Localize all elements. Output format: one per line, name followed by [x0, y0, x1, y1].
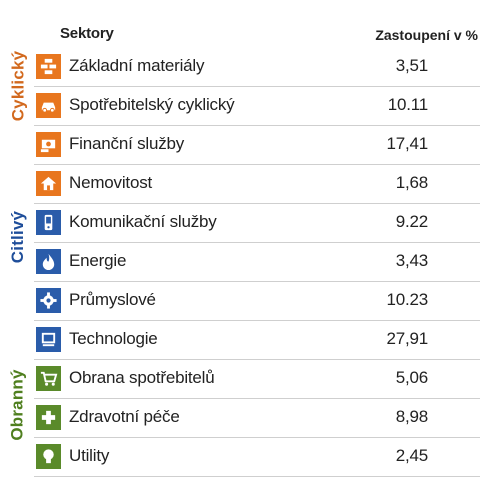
- sector-name: Spotřebitelský cyklický: [69, 95, 235, 114]
- house-icon: [36, 171, 61, 196]
- table-row: Zdravotní péče 8,98: [34, 399, 480, 438]
- sector-value: 3,43: [395, 251, 428, 270]
- sector-value: 5,06: [395, 368, 428, 387]
- cross-icon: [36, 405, 61, 430]
- flame-icon: [36, 249, 61, 274]
- bricks-icon: [36, 54, 61, 79]
- sector-value: 17,41: [386, 134, 428, 153]
- sector-name: Nemovitost: [69, 173, 153, 192]
- sector-name: Technologie: [69, 329, 158, 348]
- sector-value: 9.22: [395, 212, 428, 231]
- group-label-sensitive: Citlivý: [8, 210, 28, 264]
- sector-value: 27,91: [386, 329, 428, 348]
- sector-table-body: Základní materiály 3,51 Spotřebitelský cyk…: [34, 48, 480, 477]
- table-row: Spotřebitelský cyklický 10.11: [34, 87, 480, 126]
- table-row: Průmyslové 10.23: [34, 282, 480, 321]
- money-icon: [36, 132, 61, 157]
- sector-name: Komunikační služby: [69, 212, 217, 231]
- sector-value: 10.11: [387, 95, 428, 114]
- sector-value: 1,68: [395, 173, 428, 192]
- sector-name: Zdravotní péče: [69, 407, 180, 426]
- sector-value: 2,45: [395, 446, 428, 465]
- sector-name: Obrana spotřebitelů: [69, 368, 215, 387]
- bulb-icon: [36, 444, 61, 469]
- table-row: Nemovitost 1,68: [34, 165, 480, 204]
- table-row: Technologie 27,91: [34, 321, 480, 360]
- sector-name: Průmyslové: [69, 290, 156, 309]
- group-label-defensive: Obranný: [8, 369, 27, 441]
- phone-icon: [36, 210, 61, 235]
- table-row: Komunikační služby 9.22: [34, 204, 480, 243]
- gear-icon: [36, 288, 61, 313]
- cart-icon: [36, 366, 61, 391]
- sector-value: 8,98: [395, 407, 428, 426]
- table-row: Utility 2,45: [34, 438, 480, 477]
- sector-name: Energie: [69, 251, 127, 270]
- sector-name: Utility: [69, 446, 110, 465]
- table-row: Obrana spotřebitelů 5,06: [34, 360, 480, 399]
- table-header: Sektory Zastoupení v %: [0, 0, 486, 48]
- car-icon: [36, 93, 61, 118]
- table-row: Energie 3,43: [34, 243, 480, 282]
- computer-icon: [36, 327, 61, 352]
- sector-name: Základní materiály: [69, 56, 205, 75]
- sector-column-header: Sektory: [60, 25, 114, 42]
- group-label-cyclical: Cyklický: [8, 50, 28, 122]
- sector-value: 3,51: [395, 56, 428, 75]
- sector-name: Finanční služby: [69, 134, 185, 153]
- table-row: Finanční služby 17,41: [34, 126, 480, 165]
- table-row: Základní materiály 3,51: [34, 48, 480, 87]
- value-column-header: Zastoupení v %: [375, 27, 478, 43]
- sector-value: 10.23: [386, 290, 428, 309]
